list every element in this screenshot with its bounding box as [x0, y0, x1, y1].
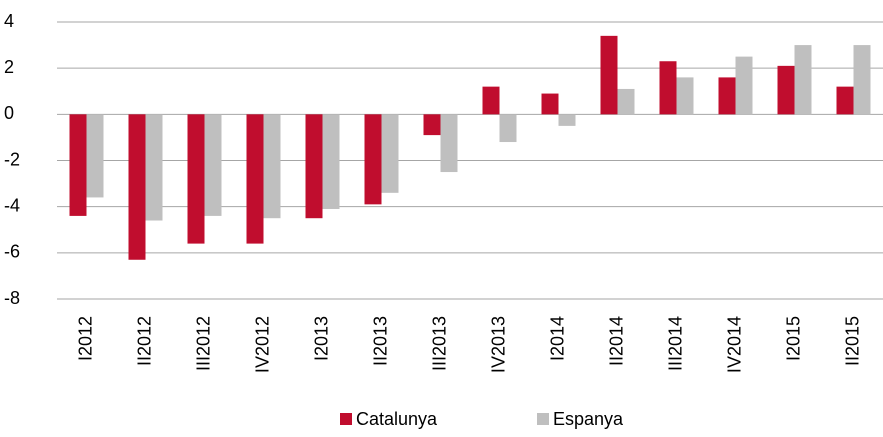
bar	[204, 114, 222, 216]
x-tick-label: IV2014	[724, 316, 744, 373]
bar	[322, 114, 340, 209]
bar	[777, 65, 795, 115]
x-tick-label: I2015	[783, 316, 803, 361]
x-tick-label: IV2013	[488, 316, 508, 373]
x-tick-label: I2013	[311, 316, 331, 361]
bar	[263, 114, 281, 219]
legend-label: Espanya	[553, 409, 624, 429]
bar	[86, 114, 104, 198]
bar	[482, 86, 500, 115]
x-tick-label: I2012	[75, 316, 95, 361]
bar	[423, 114, 441, 136]
bar	[617, 88, 635, 115]
x-tick-label: I2014	[547, 316, 567, 361]
bar	[499, 114, 517, 143]
bar	[246, 114, 264, 244]
legend-label: Catalunya	[356, 409, 438, 429]
legend-swatch	[537, 413, 549, 425]
y-tick-label: 0	[4, 103, 14, 123]
bar	[659, 61, 677, 115]
bar	[794, 45, 812, 115]
bar	[541, 93, 559, 115]
x-tick-label: II2014	[606, 316, 626, 366]
bar	[853, 45, 871, 115]
x-tick-label: III2014	[665, 316, 685, 371]
bar	[187, 114, 205, 244]
bar	[128, 114, 146, 260]
x-tick-label: II2013	[370, 316, 390, 366]
bar	[718, 77, 736, 115]
y-tick-label: -6	[4, 242, 20, 262]
x-tick-label: IV2012	[252, 316, 272, 373]
x-tick-label: III2013	[429, 316, 449, 371]
bar	[440, 114, 458, 173]
x-tick-label: III2012	[193, 316, 213, 371]
x-tick-label: II2012	[134, 316, 154, 366]
bar	[558, 114, 576, 126]
bar	[364, 114, 382, 205]
y-tick-label: 2	[4, 57, 14, 77]
x-tick-label: II2015	[842, 316, 862, 366]
y-tick-label: -4	[4, 195, 20, 215]
bar	[735, 56, 753, 115]
y-tick-label: -8	[4, 288, 20, 308]
y-tick-label: 4	[4, 11, 14, 31]
bar	[381, 114, 399, 193]
bar	[836, 86, 854, 115]
y-tick-label: -2	[4, 149, 20, 169]
bar	[676, 77, 694, 115]
bar	[145, 114, 163, 221]
bar	[69, 114, 87, 216]
bar	[600, 35, 618, 115]
bar	[305, 114, 323, 219]
legend-swatch	[340, 413, 352, 425]
